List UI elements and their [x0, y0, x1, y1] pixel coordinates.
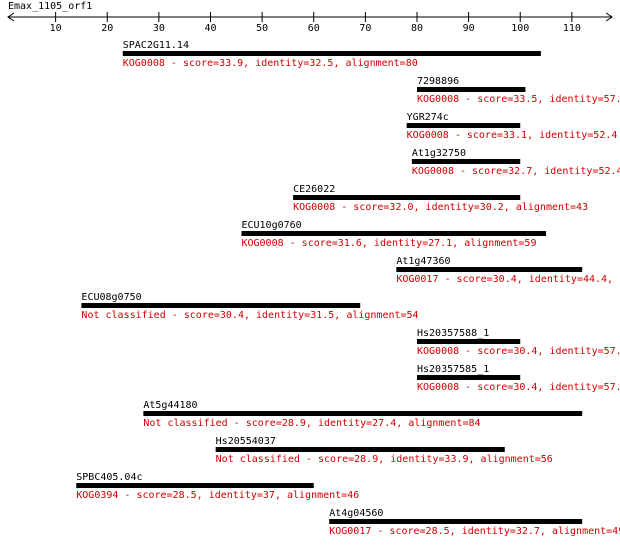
hit-bar	[416, 339, 521, 344]
hit-label: Not classified - score=28.9, identity=27…	[143, 418, 480, 429]
ruler-tick-label: 80	[411, 23, 423, 34]
ruler-tick-label: 100	[511, 23, 529, 34]
hit-name: SPAC2G11.14	[123, 40, 189, 51]
ruler-tick-label: 30	[153, 23, 165, 34]
ruler-tick-label: 10	[50, 23, 62, 34]
hit-label: KOG0008 - score=31.6, identity=27.1, ali…	[241, 238, 536, 249]
hit-bar	[76, 483, 314, 488]
hit-label: KOG0008 - score=30.4, identity=57.	[417, 346, 620, 357]
hit-label: KOG0008 - score=32.0, identity=30.2, ali…	[293, 202, 588, 213]
hit-label: Not classified - score=30.4, identity=31…	[81, 310, 418, 321]
hit-bar	[241, 231, 547, 236]
hit-label: KOG0017 - score=28.5, identity=32.7, ali…	[329, 526, 620, 537]
hit-name: At4g04560	[329, 508, 383, 519]
hit-label: KOG0008 - score=33.9, identity=32.5, ali…	[123, 58, 418, 69]
hit-label: KOG0008 - score=33.1, identity=52.4	[407, 130, 618, 141]
hit-bar	[215, 447, 505, 452]
hit-name: At1g47360	[396, 256, 450, 267]
hit-label: Not classified - score=28.9, identity=33…	[216, 454, 553, 465]
hit-bar	[411, 159, 521, 164]
ruler-tick-label: 60	[308, 23, 320, 34]
hit-name: At1g32750	[412, 148, 466, 159]
ruler-tick-label: 90	[463, 23, 475, 34]
hit-label: KOG0017 - score=30.4, identity=44.4,	[396, 274, 613, 285]
ruler-tick-label: 110	[563, 23, 581, 34]
hit-bar	[416, 87, 526, 92]
hit-name: ECU10g0760	[241, 220, 301, 231]
hit-bar	[416, 375, 521, 380]
hit-label: KOG0394 - score=28.5, identity=37, align…	[76, 490, 359, 501]
hit-name: 7298896	[417, 76, 459, 87]
hit-label: KOG0008 - score=30.4, identity=57.	[417, 382, 620, 393]
hit-name: At5g44180	[143, 400, 197, 411]
hit-bar	[329, 519, 583, 524]
hit-name: SPBC405.04c	[76, 472, 142, 483]
hit-name: YGR274c	[407, 112, 449, 123]
hit-name: Hs20357588_1	[417, 328, 489, 339]
ruler-tick-label: 70	[359, 23, 371, 34]
hit-bar	[143, 411, 583, 416]
hit-name: Hs20357585_1	[417, 364, 489, 375]
hit-bar	[293, 195, 521, 200]
ruler-tick-label: 50	[256, 23, 268, 34]
hit-bar	[122, 51, 541, 56]
hit-name: CE26022	[293, 184, 335, 195]
query-title: Emax_1105_orf1	[8, 1, 92, 12]
hit-name: Hs20554037	[216, 436, 276, 447]
ruler-tick-label: 20	[101, 23, 113, 34]
hit-bar	[396, 267, 583, 272]
hit-label: KOG0008 - score=33.5, identity=57.	[417, 94, 620, 105]
hit-bar	[81, 303, 361, 308]
hit-name: ECU08g0750	[81, 292, 141, 303]
hit-bar	[406, 123, 521, 128]
ruler-arrows	[7, 12, 613, 22]
ruler-tick-label: 40	[204, 23, 216, 34]
hit-label: KOG0008 - score=32.7, identity=52.4	[412, 166, 620, 177]
